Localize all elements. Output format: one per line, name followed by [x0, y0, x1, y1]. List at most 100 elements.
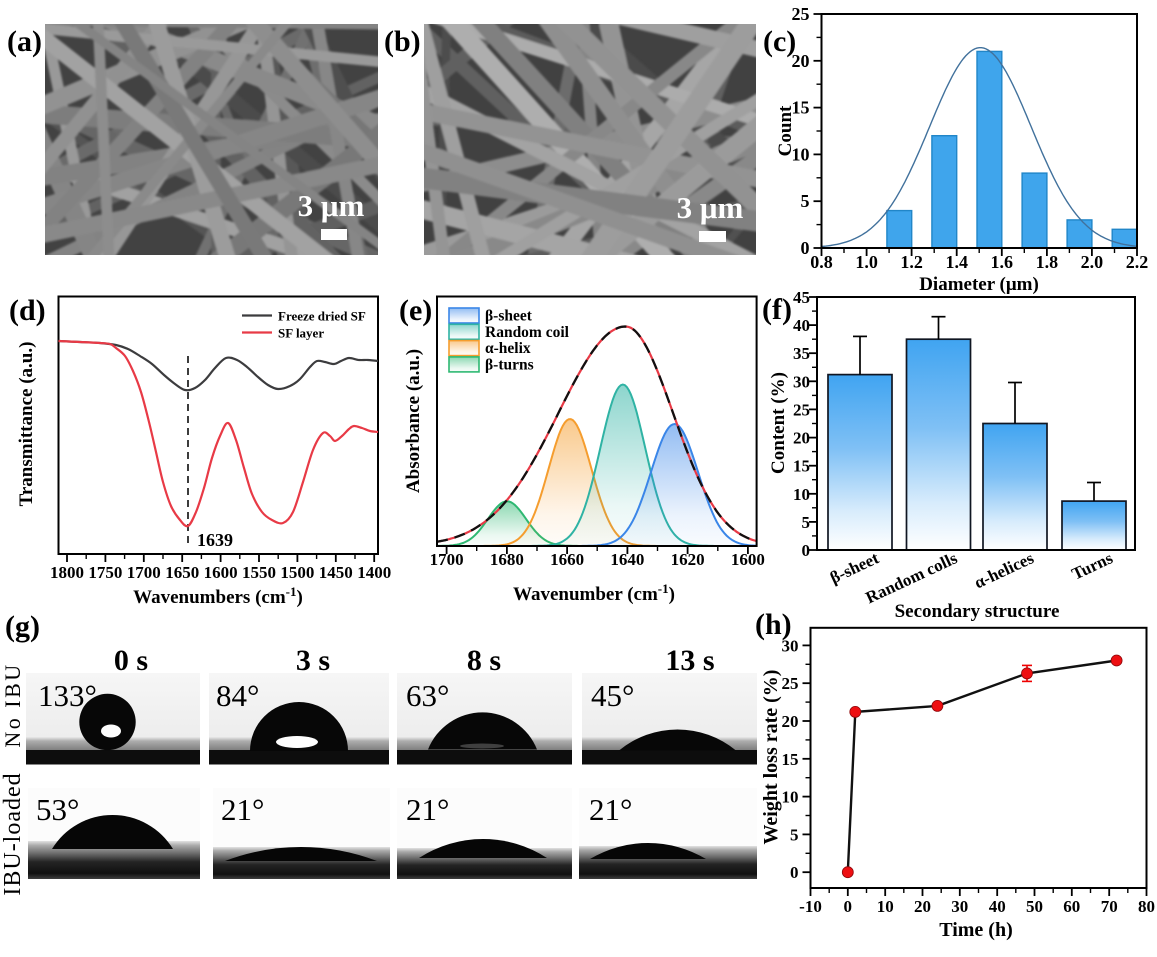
svg-text:1700: 1700 — [430, 550, 464, 569]
svg-text:Weight loss rate (%): Weight loss rate (%) — [760, 670, 782, 845]
svg-text:1400: 1400 — [357, 563, 391, 582]
svg-text:Content (%): Content (%) — [768, 372, 789, 474]
svg-text:63°: 63° — [406, 678, 449, 713]
svg-text:0: 0 — [802, 541, 811, 560]
svg-text:2.2: 2.2 — [1126, 252, 1149, 272]
svg-text:1680: 1680 — [490, 550, 524, 569]
svg-text:SF layer: SF layer — [278, 326, 324, 341]
svg-text:1640: 1640 — [610, 550, 644, 569]
svg-text:2.0: 2.0 — [1081, 252, 1104, 272]
svg-text:1639: 1639 — [197, 530, 233, 550]
svg-text:1.2: 1.2 — [900, 252, 923, 272]
svg-text:α-helices: α-helices — [971, 548, 1037, 592]
svg-text:Diameter (μm): Diameter (μm) — [919, 274, 1039, 295]
svg-text:5: 5 — [801, 191, 810, 211]
svg-text:IBU-loaded: IBU-loaded — [0, 772, 26, 895]
svg-text:1650: 1650 — [165, 563, 199, 582]
svg-text:30: 30 — [782, 636, 799, 655]
svg-text:β-turns: β-turns — [485, 356, 534, 373]
svg-text:40: 40 — [989, 897, 1006, 916]
svg-text:Absorbance (a.u.): Absorbance (a.u.) — [403, 349, 424, 493]
svg-text:3 s: 3 s — [296, 644, 330, 677]
svg-text:21°: 21° — [589, 792, 632, 827]
svg-text:(b): (b) — [384, 25, 421, 58]
svg-text:21°: 21° — [406, 792, 449, 827]
svg-text:Random coil: Random coil — [485, 324, 570, 341]
svg-text:5: 5 — [802, 513, 811, 532]
svg-text:α-helix: α-helix — [485, 340, 531, 357]
svg-text:β-sheet: β-sheet — [485, 308, 533, 325]
svg-text:30: 30 — [951, 897, 968, 916]
svg-text:15: 15 — [792, 98, 810, 118]
svg-text:13 s: 13 s — [665, 644, 714, 677]
svg-text:No IBU: No IBU — [0, 662, 25, 747]
svg-text:10: 10 — [792, 144, 810, 164]
svg-text:20: 20 — [782, 712, 799, 731]
svg-text:0: 0 — [844, 897, 853, 916]
svg-text:3 μm: 3 μm — [298, 188, 365, 223]
svg-text:β-sheet: β-sheet — [827, 548, 882, 587]
svg-text:Freeze dried SF: Freeze dried SF — [278, 309, 366, 324]
svg-text:8 s: 8 s — [467, 644, 501, 677]
svg-text:1500: 1500 — [280, 563, 314, 582]
svg-text:1550: 1550 — [242, 563, 276, 582]
svg-text:1.0: 1.0 — [855, 252, 878, 272]
svg-text:25: 25 — [782, 674, 799, 693]
svg-text:1750: 1750 — [88, 563, 122, 582]
svg-text:45: 45 — [793, 288, 810, 307]
svg-text:25: 25 — [792, 4, 810, 24]
svg-text:1600: 1600 — [204, 563, 238, 582]
svg-text:Wavenumber (cm-1): Wavenumber (cm-1) — [513, 581, 675, 606]
svg-text:Time (h): Time (h) — [939, 919, 1013, 941]
svg-text:40: 40 — [793, 316, 810, 335]
svg-text:(h): (h) — [755, 608, 792, 641]
svg-text:53°: 53° — [36, 792, 79, 827]
svg-text:(a): (a) — [7, 25, 42, 58]
svg-text:1.8: 1.8 — [1036, 252, 1059, 272]
svg-text:Secondary structure: Secondary structure — [895, 601, 1060, 622]
svg-text:1.6: 1.6 — [991, 252, 1014, 272]
svg-text:(e): (e) — [399, 294, 432, 327]
svg-text:20: 20 — [914, 897, 931, 916]
svg-text:21°: 21° — [221, 792, 264, 827]
svg-text:(d): (d) — [9, 294, 46, 327]
svg-text:(c): (c) — [763, 25, 796, 58]
svg-text:15: 15 — [782, 750, 799, 769]
svg-text:Wavenumbers (cm-1): Wavenumbers (cm-1) — [133, 584, 303, 609]
svg-text:50: 50 — [1026, 897, 1043, 916]
svg-text:10: 10 — [877, 897, 894, 916]
svg-text:1800: 1800 — [50, 563, 84, 582]
svg-text:70: 70 — [1101, 897, 1118, 916]
svg-text:1660: 1660 — [550, 550, 584, 569]
svg-text:15: 15 — [793, 457, 810, 476]
svg-text:30: 30 — [793, 372, 810, 391]
svg-text:1450: 1450 — [319, 563, 353, 582]
svg-text:Transmittance (a.u.): Transmittance (a.u.) — [16, 342, 37, 507]
svg-text:1700: 1700 — [127, 563, 161, 582]
svg-text:Count: Count — [775, 105, 796, 156]
svg-text:60: 60 — [1063, 897, 1080, 916]
svg-text:(g): (g) — [5, 610, 40, 643]
svg-text:Turns: Turns — [1069, 548, 1116, 583]
svg-text:20: 20 — [793, 429, 810, 448]
svg-text:1620: 1620 — [671, 550, 705, 569]
svg-text:(f): (f) — [762, 293, 792, 326]
svg-text:0 s: 0 s — [114, 644, 148, 677]
svg-text:84°: 84° — [216, 678, 259, 713]
svg-text:5: 5 — [790, 825, 799, 844]
svg-text:35: 35 — [793, 344, 810, 363]
svg-text:1600: 1600 — [731, 550, 765, 569]
svg-text:133°: 133° — [38, 678, 97, 713]
svg-text:80: 80 — [1138, 897, 1155, 916]
svg-text:1.4: 1.4 — [945, 252, 968, 272]
svg-text:0: 0 — [790, 863, 799, 882]
svg-text:25: 25 — [793, 400, 810, 419]
svg-text:20: 20 — [792, 51, 810, 71]
svg-text:3 μm: 3 μm — [677, 190, 744, 225]
svg-text:45°: 45° — [591, 678, 634, 713]
svg-text:10: 10 — [793, 485, 810, 504]
svg-text:0: 0 — [801, 238, 810, 258]
svg-text:0.8: 0.8 — [810, 252, 833, 272]
svg-text:10: 10 — [782, 788, 799, 807]
svg-text:-10: -10 — [799, 897, 822, 916]
